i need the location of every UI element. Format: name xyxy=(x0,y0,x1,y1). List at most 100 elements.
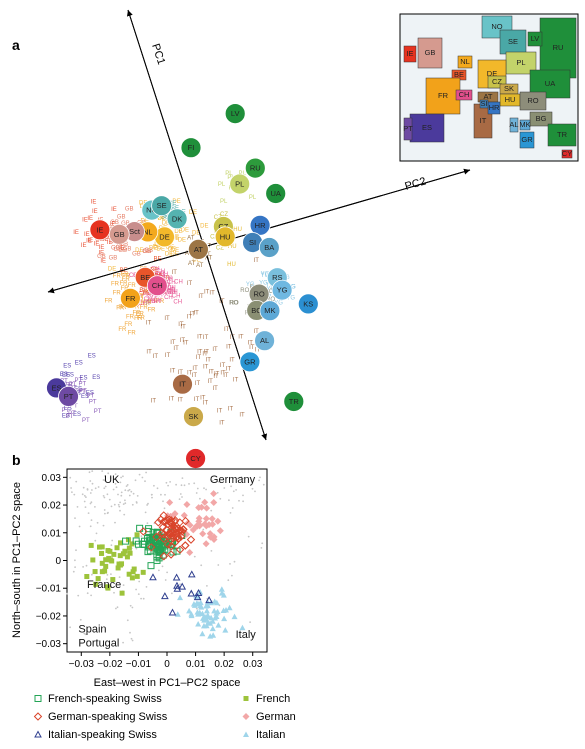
country-label: YG xyxy=(277,286,288,295)
point-label: IT xyxy=(146,301,152,307)
point-label: PL xyxy=(225,171,233,177)
data-point xyxy=(145,543,153,551)
background-point xyxy=(90,501,93,504)
point-label: YG xyxy=(259,281,268,287)
data-point xyxy=(122,548,128,554)
background-point xyxy=(102,524,105,527)
data-point xyxy=(195,620,202,627)
point-label: IE xyxy=(119,246,125,252)
legend-label: Italian xyxy=(256,729,285,741)
point-label: FR xyxy=(118,305,127,311)
panel-a: a IEIEIEIEIEIEIEIEIEIEIEIEIEIEIEIEIEIEIE… xyxy=(12,9,579,469)
point-label: AT xyxy=(185,251,193,257)
data-point xyxy=(226,604,233,611)
background-point xyxy=(169,481,172,483)
point-label: IE xyxy=(103,237,109,243)
legend-label: German xyxy=(256,711,296,723)
country-label: AT xyxy=(194,245,203,254)
data-point xyxy=(178,582,187,590)
data-point xyxy=(149,528,157,536)
data-point xyxy=(93,581,99,587)
inset-region-ch: CH xyxy=(455,89,473,101)
point-label: YG xyxy=(266,287,275,293)
point-label: IT xyxy=(146,350,152,356)
background-point xyxy=(147,502,149,505)
background-point xyxy=(75,549,77,552)
point-label: CZ xyxy=(220,212,228,218)
background-point xyxy=(117,493,119,496)
point-label: IE xyxy=(110,221,116,227)
data-point xyxy=(209,625,216,632)
point-label: FR xyxy=(121,272,130,278)
background-point xyxy=(179,583,182,586)
point-label: DE xyxy=(108,266,116,272)
background-point xyxy=(105,578,108,581)
data-point xyxy=(166,499,174,507)
inset-region-si: SI xyxy=(479,99,489,109)
country-gr: GR xyxy=(239,351,261,373)
background-point xyxy=(90,594,92,597)
data-point xyxy=(173,532,182,541)
point-label: IT xyxy=(169,397,175,403)
data-point xyxy=(220,592,227,598)
background-point xyxy=(103,509,106,511)
panel-a-letter: a xyxy=(12,37,20,53)
point-label: DE xyxy=(200,223,208,229)
data-point xyxy=(181,541,190,550)
background-point xyxy=(206,585,208,587)
point-label: IE xyxy=(73,230,79,236)
background-point xyxy=(119,509,121,512)
country-at: AT xyxy=(187,238,209,260)
point-label: GB xyxy=(144,248,153,254)
point-label: IT xyxy=(255,347,261,353)
background-point xyxy=(135,588,138,591)
point-label: IE xyxy=(87,238,93,244)
country-marker xyxy=(119,287,141,309)
country-gb: GB xyxy=(108,223,130,245)
data-point xyxy=(126,571,132,577)
inset-label: SE xyxy=(508,37,518,46)
x-tick-label: 0 xyxy=(164,659,170,670)
inset-label: PT xyxy=(403,124,413,133)
data-point xyxy=(152,532,161,542)
point-label: PT xyxy=(89,400,97,406)
point-label: YG xyxy=(286,295,295,301)
background-point xyxy=(71,491,73,493)
point-label: DE xyxy=(171,234,179,240)
country-label: SK xyxy=(188,412,198,421)
inset-label: BE xyxy=(454,70,464,79)
background-point xyxy=(180,484,183,487)
background-point xyxy=(261,542,264,545)
background-point xyxy=(115,486,118,489)
background-point xyxy=(196,487,199,490)
point-label: ES xyxy=(92,375,100,381)
point-label: PT xyxy=(79,389,87,395)
point-label: IT xyxy=(220,363,226,369)
point-label: FR xyxy=(111,282,120,288)
inset-region-tr: TR xyxy=(547,123,577,147)
point-label: IE xyxy=(99,245,105,251)
background-point xyxy=(175,483,178,486)
point-label: IT xyxy=(206,357,212,363)
point-label: HU xyxy=(233,227,242,233)
country-dk: DK xyxy=(166,208,188,230)
inset-region-hr: HR xyxy=(487,101,501,115)
point-label: YG xyxy=(265,282,274,288)
inset-shape xyxy=(547,123,577,147)
country-mk: MK xyxy=(259,300,281,322)
legend-item: French xyxy=(243,693,290,705)
point-label: FR xyxy=(118,327,127,333)
background-point xyxy=(91,489,93,491)
region-label: UK xyxy=(104,474,120,486)
country-label: GB xyxy=(114,230,125,239)
data-point xyxy=(205,619,212,626)
point-label: IT xyxy=(194,397,200,403)
data-point xyxy=(205,596,213,604)
data-point xyxy=(104,584,110,590)
point-label: FR xyxy=(113,274,122,280)
point-label: PT xyxy=(78,390,86,396)
point-label: IE xyxy=(106,235,112,241)
inset-label: RU xyxy=(553,43,564,52)
country-ch: CH xyxy=(146,275,168,297)
point-label: CH xyxy=(156,269,165,275)
